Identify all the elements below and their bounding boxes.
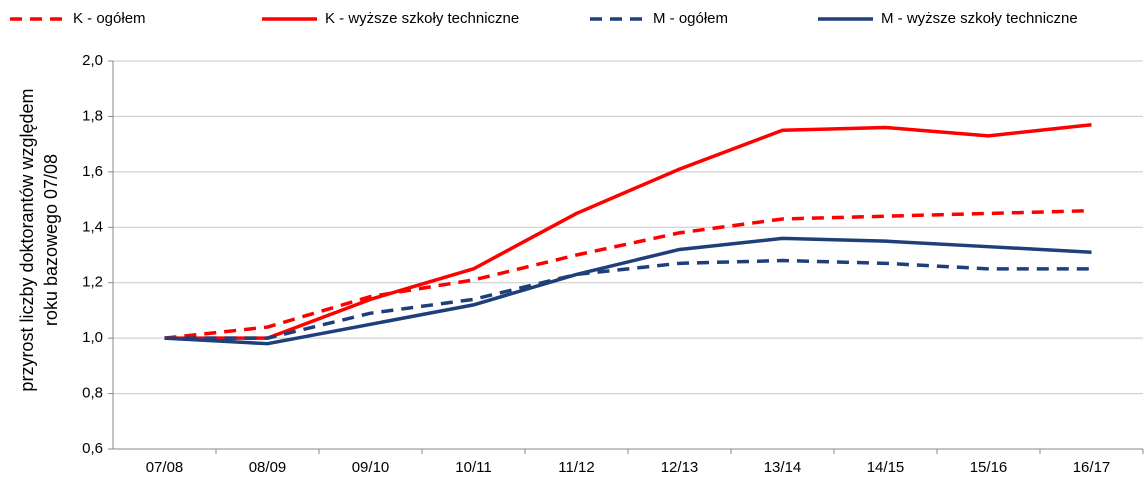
series-line (164, 123, 1092, 340)
x-tick-label: 07/08 (146, 459, 184, 476)
y-axis-label: przyrost liczby doktorantów względem rok… (17, 88, 61, 391)
x-tick-label: 11/12 (558, 459, 594, 476)
series-line (164, 258, 1092, 340)
y-tick-label: 2,0 (82, 52, 103, 69)
y-tick-label: 1,6 (82, 163, 103, 180)
y-axis-label-line: przyrost liczby doktorantów względem (17, 88, 37, 391)
y-tick-label: 1,0 (82, 329, 103, 346)
y-tick-label: 1,2 (82, 274, 103, 291)
y-tick-label: 1,4 (82, 218, 103, 235)
legend-label: K - ogółem (73, 10, 146, 27)
x-tick-label: 16/17 (1073, 459, 1111, 476)
legend-label: M - wyższe szkoły techniczne (881, 10, 1078, 27)
y-tick-label: 0,8 (82, 385, 103, 402)
x-tick-label: 08/09 (249, 459, 287, 476)
x-tick-label: 14/15 (867, 459, 905, 476)
series-line (164, 208, 1092, 340)
x-tick-label: 13/14 (764, 459, 802, 476)
x-tick-label: 10/11 (455, 459, 491, 476)
y-tick-label: 0,6 (82, 440, 103, 457)
series-line (164, 236, 1092, 346)
legend-label: K - wyższe szkoły techniczne (325, 10, 519, 27)
legend-label: M - ogółem (653, 10, 728, 27)
x-tick-label: 15/16 (970, 459, 1008, 476)
y-tick-label: 1,8 (82, 107, 103, 124)
y-axis-label-line: roku bazowego 07/08 (41, 154, 61, 326)
x-tick-label: 09/10 (352, 459, 390, 476)
x-tick-label: 12/13 (661, 459, 699, 476)
